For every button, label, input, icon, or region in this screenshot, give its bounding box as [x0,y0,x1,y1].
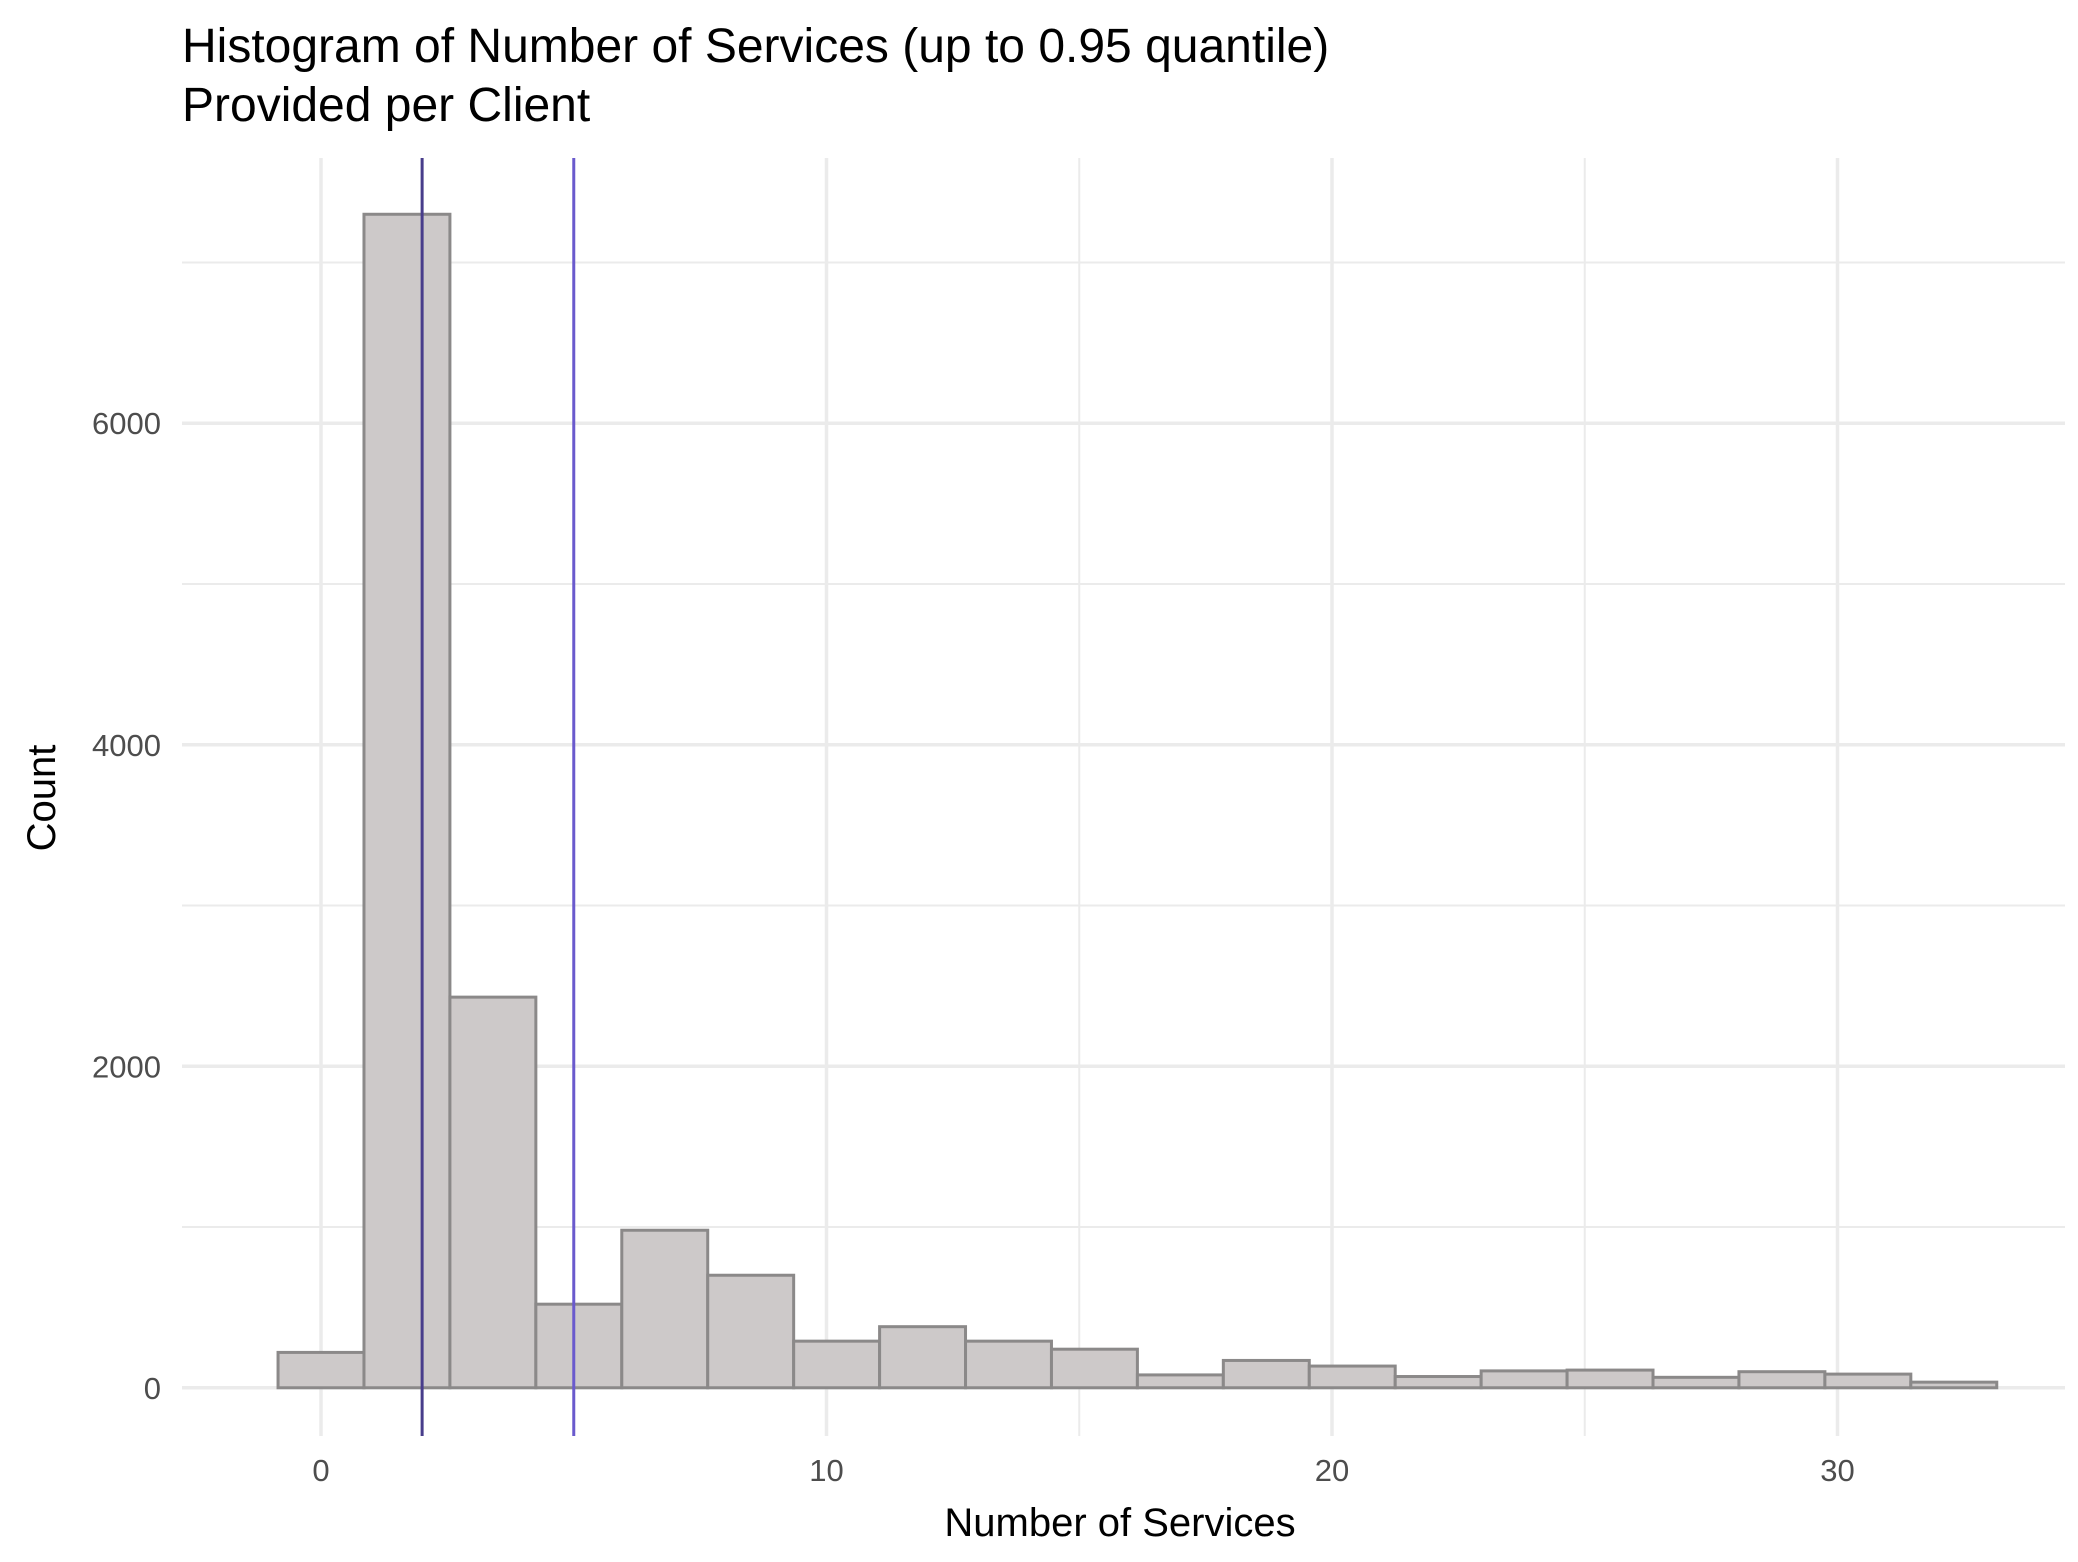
y-axis-ticks: 0 2000 4000 6000 [92,406,161,1406]
histogram-bar [1049,1347,1139,1390]
histogram-bar [1479,1369,1569,1390]
histogram-bar [1737,1370,1827,1390]
histogram-bar [792,1339,882,1390]
histogram-bar [878,1325,968,1390]
x-tick-label: 20 [1315,1453,1349,1488]
histogram-bar [448,995,538,1390]
x-axis-ticks: 0 10 20 30 [312,1453,1854,1488]
histogram-bar [1565,1368,1655,1390]
x-axis-title: Number of Services [944,1501,1295,1545]
histogram-bar [1135,1373,1225,1390]
x-tick-label: 30 [1820,1453,1854,1488]
y-tick-label: 4000 [92,728,161,763]
y-tick-label: 6000 [92,406,161,441]
histogram-bar [1393,1375,1483,1390]
histogram-bar [1909,1380,1999,1390]
histogram-bar [620,1228,710,1390]
x-tick-label: 10 [809,1453,843,1488]
x-tick-label: 0 [312,1453,329,1488]
chart-title: Histogram of Number of Services (up to 0… [182,20,1329,73]
chart-subtitle: Provided per Client [182,79,590,132]
histogram-bar [276,1350,366,1390]
histogram-bar [1307,1364,1397,1390]
histogram-bars [276,212,1999,1390]
y-tick-label: 0 [144,1371,161,1406]
histogram-bar [1651,1375,1741,1390]
reference-lines [420,158,576,1436]
histogram-bar [1221,1358,1311,1390]
histogram-bar [1823,1372,1913,1390]
histogram-bar [706,1273,796,1390]
y-axis-title: Count [20,745,64,852]
histogram-bar [534,1302,624,1390]
y-tick-label: 2000 [92,1049,161,1084]
histogram-bar [964,1339,1053,1390]
histogram-bar [362,212,452,1390]
